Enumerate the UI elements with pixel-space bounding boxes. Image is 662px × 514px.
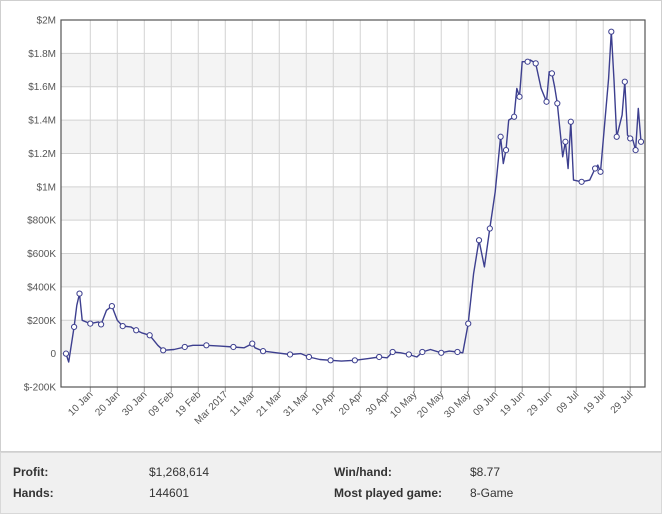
plot-border [60, 19, 646, 388]
data-point [486, 225, 493, 232]
data-point [632, 147, 639, 154]
data-point [119, 323, 126, 330]
grid-band [61, 53, 645, 87]
data-point [627, 135, 634, 142]
x-tick-label: 10 May [388, 389, 419, 420]
data-point [76, 290, 83, 297]
data-point [637, 138, 645, 145]
y-tick-label: $1.6M [28, 82, 56, 93]
data-point [133, 327, 140, 334]
data-point [230, 343, 237, 351]
x-tick-label: 29 Jun [525, 389, 554, 418]
data-point [475, 237, 483, 244]
data-point [87, 320, 94, 327]
data-point [554, 100, 561, 107]
x-tick-label: 21 Mar [255, 389, 285, 419]
x-tick-label: 31 Mar [282, 389, 312, 419]
grid-band [61, 253, 645, 287]
chart-svg: $2M $1.8M $1.6M $1.4M $1.2M $1M $800K $600K $400… [24, 16, 646, 427]
data-point [389, 348, 396, 356]
data-point [524, 58, 531, 65]
data-point [405, 351, 412, 358]
data-point [97, 321, 105, 328]
x-tick-label: 20 Jan [93, 389, 122, 418]
grid-band [61, 286, 645, 321]
y-tick-label: $800K [27, 216, 56, 227]
data-point [454, 348, 461, 356]
data-point [532, 60, 539, 67]
x-tick-label: 09 Feb [147, 389, 177, 419]
x-tick-label: 19 Jul [582, 389, 609, 416]
data-point [613, 133, 620, 140]
stats-panel: Profit: $1,268,614 Win/hand: $8.77 Hands… [0, 452, 662, 514]
data-point [592, 165, 599, 172]
mostplayed-label: Most played game: [334, 486, 443, 500]
profit-label: Profit: [13, 465, 49, 479]
data-point [567, 118, 574, 125]
y-tick-label: $1.8M [28, 49, 56, 60]
x-tick-label: 09 Jun [471, 389, 500, 418]
data-point [502, 147, 510, 154]
x-tick-label: 29 Jul [609, 389, 636, 416]
x-tick-label: 20 Apr [337, 389, 366, 418]
x-tick-label: 20 May [415, 389, 446, 420]
data-point [327, 357, 334, 364]
y-tick-label: $600K [27, 249, 56, 260]
data-point [497, 133, 504, 140]
grid-band [61, 186, 645, 221]
grid-band [61, 320, 645, 354]
data-point [70, 323, 78, 331]
data-point [548, 70, 556, 77]
grid-band [61, 120, 645, 154]
grid-band [61, 220, 645, 254]
y-tick-label: $200K [27, 316, 56, 327]
winhand-value: $8.77 [470, 465, 501, 479]
y-tick-label: $-200K [24, 383, 57, 394]
data-point [108, 302, 115, 310]
data-point [465, 320, 472, 327]
x-tick-label: 11 Mar [228, 389, 258, 419]
data-point [351, 357, 358, 364]
data-point [608, 28, 615, 35]
data-point [160, 347, 167, 354]
data-point [62, 350, 70, 357]
hands-label: Hands: [13, 486, 54, 500]
data-point [376, 353, 383, 361]
data-point [286, 351, 294, 358]
data-point [511, 113, 518, 120]
data-point [543, 98, 550, 105]
data-point [562, 138, 569, 145]
data-point [516, 93, 523, 100]
data-point [181, 343, 188, 351]
data-point [438, 349, 445, 356]
data-point [259, 348, 267, 355]
data-point [249, 340, 256, 347]
y-tick-label: $1M [37, 182, 56, 193]
x-tick-label: 10 Apr [310, 389, 339, 418]
profit-value: $1,268,614 [149, 465, 210, 479]
y-tick-label: $1.4M [28, 116, 56, 127]
grid-band [61, 20, 645, 54]
hands-value: 144601 [149, 486, 190, 500]
data-point [305, 353, 313, 361]
data-point [578, 178, 585, 185]
grid-band [61, 153, 645, 187]
winhand-label: Win/hand: [334, 465, 392, 479]
data-point [621, 78, 628, 85]
y-tick-label: $400K [27, 282, 56, 293]
y-tick-label: $1.2M [28, 149, 56, 160]
y-tick-label: 0 [50, 349, 56, 360]
mostplayed-value: 8-Game [470, 486, 514, 500]
x-tick-label: 30 May [442, 389, 473, 420]
data-point [203, 342, 210, 349]
x-tick-label: 09 Jul [555, 389, 582, 416]
data-point [146, 332, 153, 339]
x-tick-label: 19 Jun [498, 389, 527, 418]
y-tick-label: $2M [37, 16, 56, 27]
x-tick-label: 10 Jan [66, 389, 95, 418]
profit-chart: $2M $1.8M $1.6M $1.4M $1.2M $1M $800K $600K $400… [0, 0, 662, 452]
data-point [597, 168, 604, 175]
x-tick-label: 30 Jan [120, 389, 149, 418]
data-point [419, 348, 426, 356]
